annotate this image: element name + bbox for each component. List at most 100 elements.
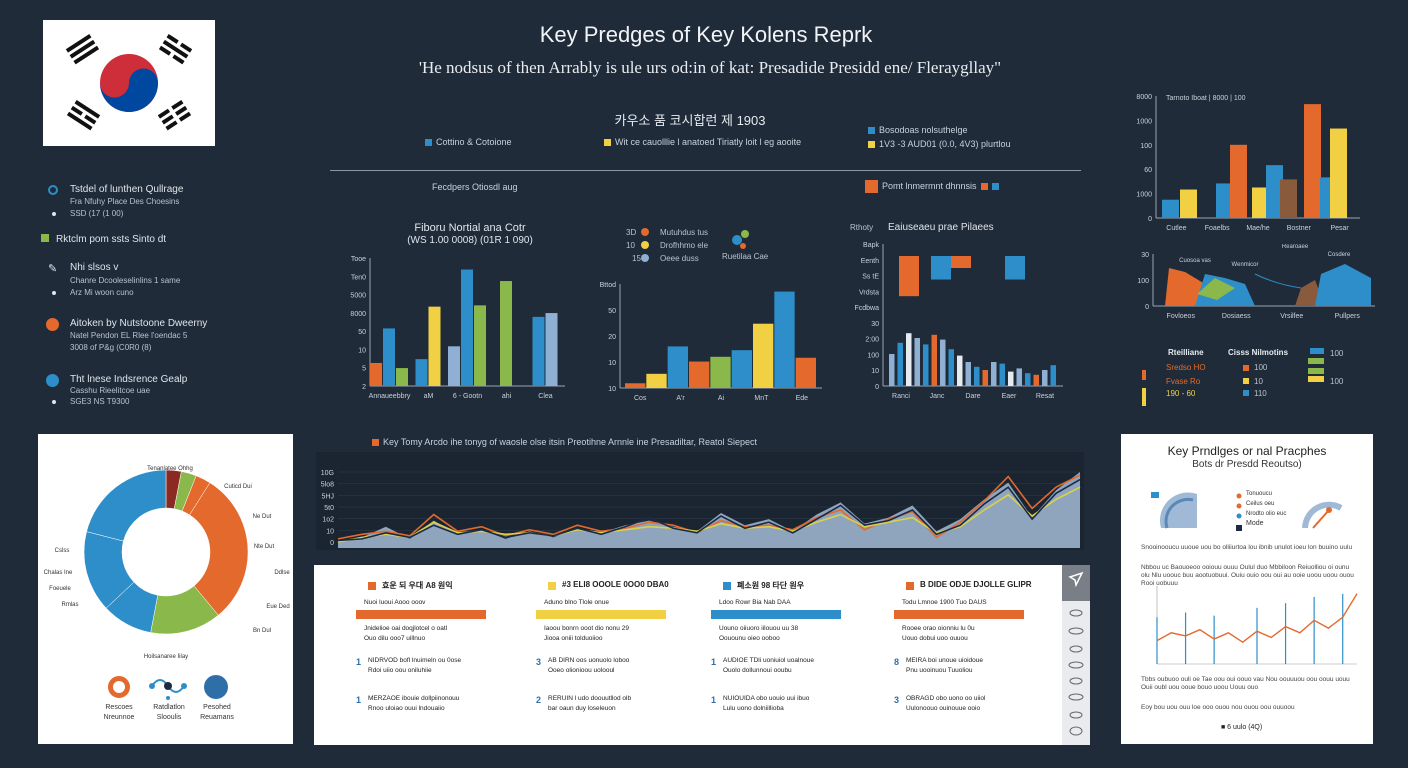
globe-icon [204,675,228,699]
step-line: Rooee orao oionniu lu 0u [902,625,975,632]
sidebar-icon[interactable] [1068,661,1084,669]
step-line: Ouo dilu ooo7 uillnuo [364,635,426,642]
donut-label: Eue Ded [266,604,289,610]
donut-panel: Tenanlatee Ohhg Cuticd Dui Ne Dut Nte Dut Dd… [38,434,293,744]
y-tick-label: 10G [321,470,334,477]
legend-marker [1236,513,1242,519]
right-notes-panel: Key Prndlges or nal Pracphes Bots dr Pre… [1121,434,1373,744]
right-chart-bar [1266,165,1283,218]
step-number: 3 [894,695,900,705]
legend-item: 1V3 -3 AUD01 (0.0, 4V3) plurtlou [868,139,1011,149]
y-tick-label: 50 [608,308,616,315]
right-chart-bar [1304,104,1321,218]
sidebar-icon[interactable] [1069,645,1083,653]
legend-label: 1V3 -3 AUD01 (0.0, 4V3) plurtlou [879,139,1011,149]
trend-line [1156,593,1358,644]
sidebar-icon[interactable] [1068,627,1084,635]
y-tick-label: 5000 [350,293,366,300]
sidebar-icon[interactable] [1069,609,1083,617]
step-bar [536,610,666,619]
line-series [337,478,1081,542]
y-tick-label: 1000 [1136,192,1152,199]
paragraph: Nbbou uc Baouoeoo ooiouu ouuu Oulul duo … [1141,564,1354,587]
y-tick-label: 5lo8 [321,482,334,489]
step-number: 8 [894,657,900,667]
y-tick-label: 1000 [1136,118,1152,125]
donut-label: Nte Dut [254,544,275,550]
icon-label: Nreunnoe [103,714,135,721]
steps-sidebar [1062,565,1090,745]
step-bar-label: Aduno blno Tlole onue [544,599,609,606]
donut-label: Foeuele [49,586,71,592]
donut-label: Bn Dul [253,628,271,634]
chart2-legend-num: 15 [632,254,641,263]
donut-label: Rmlas [61,602,78,608]
list-item-line: SSD (17 (1 00) [70,209,124,218]
gauge-icon [1302,501,1343,529]
korean-heading: 카우소 품 코시합런 제 1903 [614,113,766,128]
y-tick-label: 2 [362,384,366,391]
legend-item: Wit ce cauolllie l anatoed Tiriatly loit… [604,137,801,147]
callout-label: Wenmicor [1232,262,1259,268]
right-chart-bar [1252,187,1269,218]
chart1-bar [396,368,408,386]
sidebar-icon[interactable] [1068,693,1084,701]
list-item: Rktclm pom ssts Sinto dt [41,230,276,262]
y-tick-label: 0 [1148,216,1152,223]
panel-footer: ■ 6 uulo (4Q) [1221,724,1263,731]
y-tick-label: Ten0 [351,274,366,281]
step-bar [894,610,1024,619]
list-item: Tstdel of lunthen Qullrage Fra Nfuhy Pla… [46,184,276,230]
line-series [337,486,1081,543]
section-label: Fecdpers Otiosdl aug [432,182,518,192]
y-tick-label: 0 [330,540,334,547]
green-square-icon [41,234,49,242]
step-item: AB DIRN oos uonuolo loboo [548,657,630,664]
legend-label: Mode [1246,520,1264,527]
page-subtitle: 'He nodsus of then Arrably is ule urs od… [418,58,1002,77]
chart3-bar [1008,371,1014,386]
y-tick-label: Tooe [351,256,366,263]
chart2-bar-chart: Bttod 50 20 10 10 Cos A'r Ai MnT Ede [600,282,822,402]
chart2-title: Ruetilaa Cae [722,252,769,261]
table-header: Rteilliane [1168,348,1204,357]
yellow-square-icon [868,141,875,149]
sidebar-icon[interactable] [1069,677,1083,685]
legend-marker [1236,525,1242,531]
chart3-bar [982,370,988,386]
x-tick-label: Bostner [1287,225,1312,232]
list-item: ✎ Nhi slsos v Chanre Dcooleselinlins 1 s… [46,262,276,318]
step-line: Jnidelioe oai doqjlotcel o oatl [364,625,448,632]
cursor-icon[interactable] [1062,565,1090,601]
blue-square-icon [1243,390,1249,396]
chart1-bar [448,346,460,386]
donut-label: Cuticd Dui [224,484,252,490]
legend-item: Cottino & Cotoione [425,137,512,147]
legend-marker [1236,503,1242,509]
chart1-bar [370,362,382,386]
x-tick-label: Pullpers [1335,313,1361,320]
network-icon [149,679,187,700]
y-tick-label: 0 [875,384,879,391]
list-item-line: Casshu Rieelitcoe uae [70,386,151,395]
sidebar-icon[interactable] [1069,726,1083,736]
chart1-bar [415,359,428,386]
table-cell: 100 [1330,349,1344,358]
y-tick-label: 20 [608,334,616,341]
icon-label: Pesohed [203,704,231,711]
yellow-square-icon [1243,378,1249,384]
y-tick-label: Vrdsta [859,289,879,296]
chart3-ytitle: Rthoty [850,223,874,232]
step-bar-label: Nuoi luoui Aooo ooov [364,599,426,606]
list-item: Tht lnese Indsrence Gealp Casshu Rieelit… [46,374,276,414]
page-title: Key Predges of Key Kolens Reprk [539,22,873,47]
y-tick-label: 30 [1141,252,1149,259]
chart3-bar [965,362,971,386]
sidebar-icon[interactable] [1069,711,1083,719]
list-item: Aitoken by Nutstoone Dweerny Natel Pendo… [46,318,276,374]
step-number: 1 [711,695,717,705]
orange-square-icon [980,183,988,190]
x-tick-label: Vrsilfee [1280,313,1303,320]
step-line: Uouno oiiuoro iilouou uu 38 [719,625,799,632]
chart2-bar [731,350,752,388]
